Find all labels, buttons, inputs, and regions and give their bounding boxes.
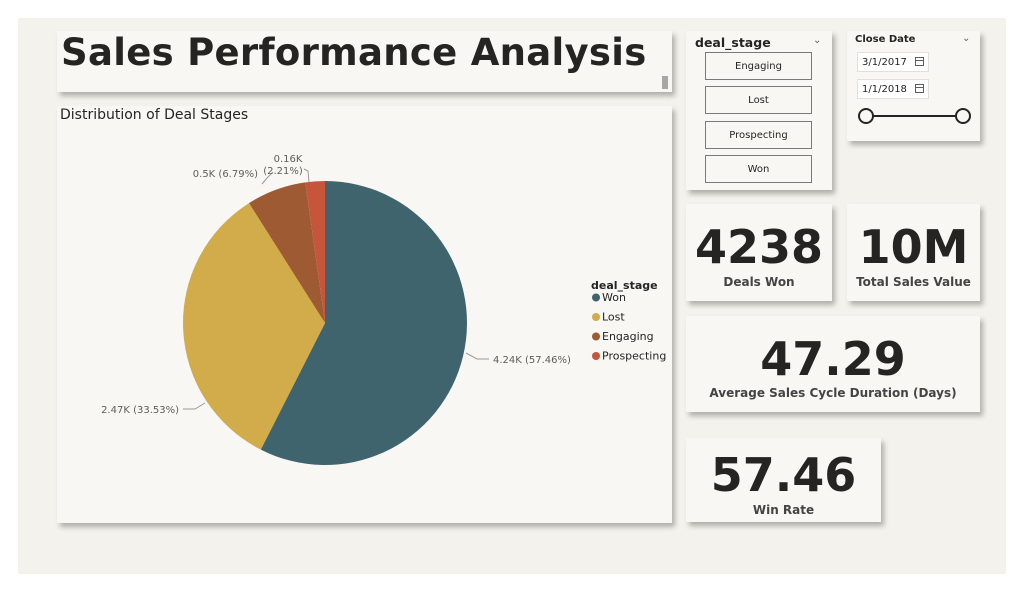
title-card: Sales Performance Analysis — [57, 31, 672, 92]
total-sales-value: 10M — [858, 220, 969, 274]
chevron-down-icon[interactable]: ⌄ — [813, 35, 822, 46]
slicer-option-won[interactable]: Won — [705, 155, 812, 183]
date-range-start-handle[interactable] — [858, 108, 874, 124]
close-date-slicer: Close Date ⌄ 3/1/2017 1/1/2018 — [847, 31, 980, 141]
deals-won-value: 4238 — [694, 220, 824, 274]
slicer-option-lost[interactable]: Lost — [705, 86, 812, 114]
win-rate-card: 57.46 Win Rate — [686, 438, 881, 522]
pie-slice-prospecting[interactable] — [305, 181, 325, 323]
start-date-value: 3/1/2017 — [862, 56, 907, 68]
sales-cycle-value: 47.29 — [760, 332, 906, 386]
calendar-icon[interactable] — [915, 84, 924, 93]
total-sales-card: 10M Total Sales Value — [847, 204, 980, 301]
legend-item-prospecting[interactable]: Prospecting — [602, 350, 666, 363]
pie-chart[interactable]: 4.24K (57.46%) 2.47K (33.53%) 0.5K (6.79%)… — [57, 106, 672, 523]
win-rate-value: 57.46 — [710, 448, 857, 502]
end-date-value: 1/1/2018 — [862, 83, 907, 95]
date-slicer-title: Close Date — [855, 34, 916, 45]
win-rate-label: Win Rate — [752, 503, 815, 517]
calendar-icon[interactable] — [915, 57, 924, 66]
leader-line — [303, 168, 310, 183]
slicer-option-engaging[interactable]: Engaging — [705, 52, 812, 80]
legend-marker-won[interactable] — [592, 293, 600, 302]
deal-stage-slicer: deal_stage ⌄ Engaging Lost Prospecting W… — [686, 31, 832, 190]
title-scrollbar[interactable] — [662, 76, 668, 89]
leader-line — [465, 352, 489, 360]
chevron-down-icon[interactable]: ⌄ — [962, 33, 971, 44]
leader-line — [183, 402, 206, 410]
legend-marker-engaging[interactable] — [592, 332, 600, 341]
slicer-option-prospecting[interactable]: Prospecting — [705, 121, 812, 149]
legend-item-engaging[interactable]: Engaging — [602, 330, 654, 343]
legend-item-lost[interactable]: Lost — [602, 311, 625, 324]
deals-won-card: 4238 Deals Won — [686, 204, 832, 301]
deals-won-label: Deals Won — [723, 275, 795, 289]
leader-line — [261, 171, 274, 185]
data-label-engaging: 0.5K (6.79%) — [193, 169, 258, 180]
start-date-input[interactable]: 3/1/2017 — [857, 52, 929, 72]
data-label-lost: 2.47K (33.53%) — [101, 405, 179, 416]
total-sales-label: Total Sales Value — [856, 275, 971, 289]
data-label-won: 4.24K (57.46%) — [493, 355, 571, 366]
pie-chart-title: Distribution of Deal Stages — [60, 107, 249, 123]
data-label-prospecting-percent: (2.21%) — [263, 166, 303, 177]
date-range-end-handle[interactable] — [955, 108, 971, 124]
sales-cycle-label: Average Sales Cycle Duration (Days) — [709, 386, 957, 400]
slicer-title: deal_stage — [695, 35, 771, 50]
sales-cycle-card: 47.29 Average Sales Cycle Duration (Days… — [686, 316, 980, 412]
end-date-input[interactable]: 1/1/2018 — [857, 79, 929, 99]
legend-marker-prospecting[interactable] — [592, 352, 600, 360]
pie-chart-card[interactable]: Distribution of Deal Stages 4.24K (57.46… — [57, 106, 672, 523]
date-range-slider-track[interactable] — [867, 115, 963, 117]
legend-item-won[interactable]: Won — [602, 291, 626, 304]
pie-slice-engaging[interactable] — [248, 182, 325, 323]
legend-marker-lost[interactable] — [592, 313, 600, 321]
page-title: Sales Performance Analysis — [61, 31, 647, 74]
data-label-prospecting-value: 0.16K — [274, 154, 303, 165]
legend-title: deal_stage — [591, 279, 658, 292]
pie-slice-won[interactable] — [260, 181, 467, 465]
pie-slice-lost[interactable] — [182, 203, 325, 450]
